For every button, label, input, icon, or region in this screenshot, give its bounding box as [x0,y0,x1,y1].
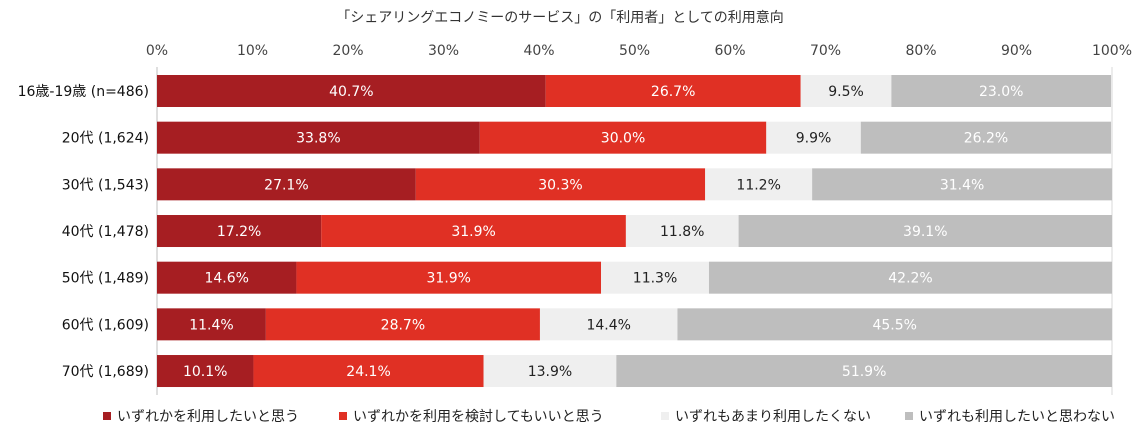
bar-segment [601,261,709,294]
data-label: 26.2% [964,131,1008,147]
x-tick-label: 100% [1092,43,1132,59]
bar-segment [708,261,1112,294]
legend-swatch [905,412,913,420]
x-tick-label: 70% [810,43,841,59]
data-label: 31.9% [451,224,495,240]
x-axis-ticks: 0% 10% 20% 30% 40% 50% 60% 70% 80% 90% 100% [146,43,1132,59]
category-label: 20代 (1,624) [62,131,149,147]
bar-segment [705,168,813,201]
x-tick-label: 10% [237,43,268,59]
data-label: 33.8% [296,131,340,147]
bar-segment [157,168,416,201]
data-label: 26.7% [651,84,695,100]
bar-segment [539,308,678,341]
bar-segment [483,355,617,388]
x-tick-label: 40% [523,43,554,59]
x-tick-label: 50% [619,43,650,59]
data-label: 30.3% [538,177,582,193]
data-label: 27.1% [264,177,308,193]
bar-segment [545,75,801,107]
data-label: 28.7% [381,317,425,333]
data-label: 23.0% [979,84,1023,100]
data-label: 30.0% [601,131,645,147]
category-label: 70代 (1,689) [62,364,149,380]
legend: いずれかを利用したいと思う いずれかを利用を検討してもいいと思う いずれもあまり利用… [103,409,1115,425]
data-label: 10.1% [183,364,227,380]
data-label: 40.7% [329,84,373,100]
category-labels: 16歳-19歳 (n=486) 20代 (1,624) 30代 (1,543) 40代… [18,84,149,380]
x-tick-label: 0% [146,43,168,59]
data-label: 11.8% [660,224,704,240]
data-label: 31.9% [427,271,471,287]
bar-segment [891,75,1112,107]
bar-segment [265,308,540,341]
bar-segment [625,215,739,248]
bar-segment [860,121,1112,154]
legend-label: いずれかを利用を検討してもいいと思う [353,409,604,425]
bar-segment [157,261,297,294]
data-label: 14.4% [586,317,630,333]
data-label: 11.3% [633,271,677,287]
data-label: 39.1% [903,224,947,240]
bar-segment [738,215,1112,248]
data-label: 11.4% [189,317,233,333]
bar-segment [616,355,1112,388]
data-label: 9.5% [828,84,864,100]
x-tick-label: 60% [714,43,745,59]
legend-label: いずれもあまり利用したくない [675,409,871,425]
x-tick-label: 80% [905,43,936,59]
bar-segment [415,168,706,201]
bars [157,75,1112,388]
bar-segment [677,308,1112,341]
category-label: 30代 (1,543) [62,177,149,193]
bar-segment [157,355,254,388]
bar-segment [812,168,1112,201]
chart-title: 「シェアリングエコノミーのサービス」の「利用者」としての利用意向 [336,9,784,26]
data-label: 9.9% [796,131,832,147]
data-label: 51.9% [842,364,886,380]
data-labels: 40.7% 26.7% 9.5% 23.0% 33.8% 30.0% 9.9% 26.2% 27… [183,84,1023,380]
data-label: 17.2% [217,224,261,240]
data-label: 13.9% [528,364,572,380]
x-tick-label: 90% [1001,43,1032,59]
legend-label: いずれかを利用したいと思う [117,409,299,425]
legend-swatch [103,412,111,420]
legend-label: いずれも利用したいと思わない [919,409,1115,425]
legend-swatch [661,412,669,420]
category-label: 40代 (1,478) [62,224,149,240]
bar-segment [766,121,861,154]
data-label: 45.5% [872,317,916,333]
bar-segment [157,121,480,154]
legend-swatch [339,412,347,420]
category-label: 16歳-19歳 (n=486) [18,84,149,100]
data-label: 14.6% [204,271,248,287]
bar-segment [296,261,602,294]
x-tick-label: 30% [428,43,459,59]
category-label: 50代 (1,489) [62,271,149,287]
bar-segment [321,215,626,248]
data-label: 42.2% [888,271,932,287]
bar-segment [253,355,484,388]
bar-segment [157,308,266,341]
data-label: 24.1% [346,364,390,380]
data-label: 31.4% [940,177,984,193]
x-tick-label: 20% [332,43,363,59]
bar-segment [800,75,892,107]
bar-segment [157,215,322,248]
bar-segment [479,121,767,154]
category-label: 60代 (1,609) [62,317,149,333]
data-label: 11.2% [736,177,780,193]
bar-segment [157,75,546,107]
